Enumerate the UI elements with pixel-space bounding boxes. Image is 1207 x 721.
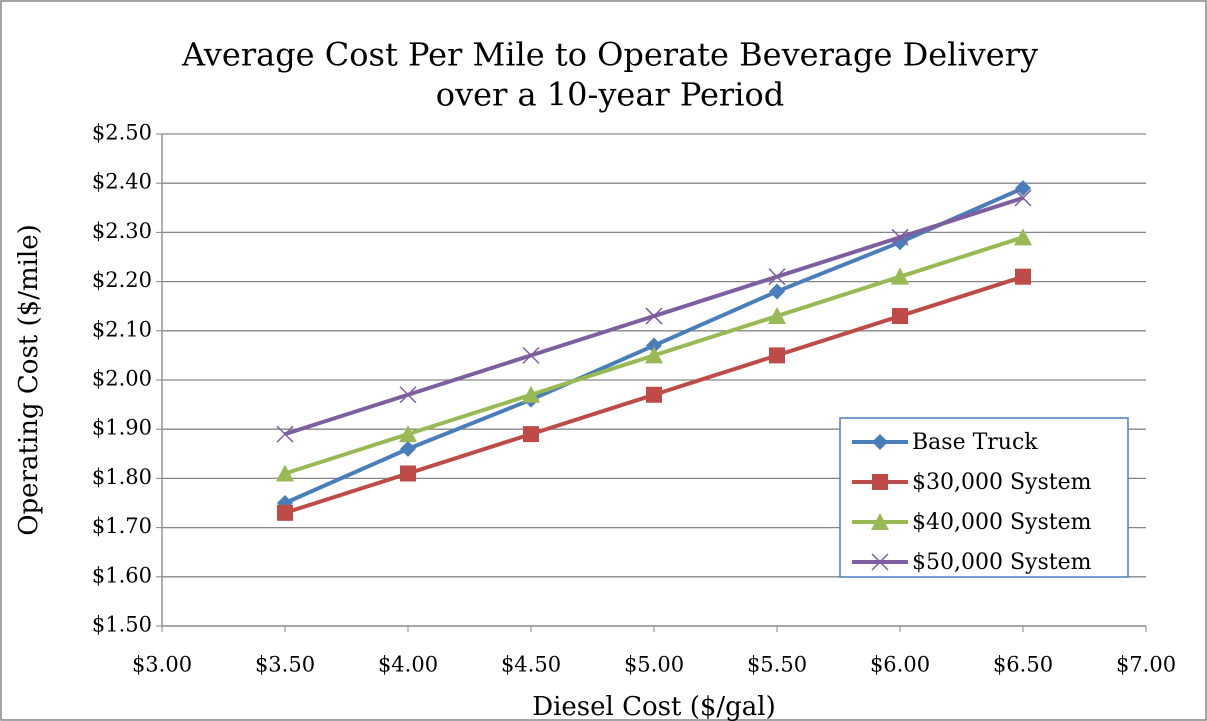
marker <box>645 346 663 364</box>
x-tick-label: $3.00 <box>132 653 192 677</box>
y-axis-label: Operating Cost ($/mile) <box>14 224 44 536</box>
marker <box>400 465 416 482</box>
marker <box>871 553 889 571</box>
marker <box>891 267 909 285</box>
y-tick-label: $1.80 <box>92 465 152 489</box>
marker <box>1015 180 1031 197</box>
legend-label: $50,000 System <box>912 550 1092 575</box>
marker <box>645 307 663 325</box>
marker <box>872 434 888 450</box>
legend-label: $30,000 System <box>912 470 1092 495</box>
y-tick-label: $2.00 <box>92 367 152 391</box>
marker <box>522 385 540 403</box>
marker <box>872 474 888 490</box>
marker <box>522 346 540 364</box>
y-tick-label: $2.40 <box>92 170 152 194</box>
y-tick-label: $2.30 <box>92 219 152 243</box>
marker <box>399 386 417 404</box>
marker <box>276 464 294 482</box>
marker <box>399 425 417 443</box>
marker <box>400 440 416 457</box>
marker <box>277 504 293 521</box>
chart-title: over a 10-year Period <box>436 76 784 114</box>
marker <box>1014 189 1032 207</box>
legend-label: $40,000 System <box>912 510 1092 535</box>
x-tick-label: $5.00 <box>624 653 684 677</box>
y-tick-label: $1.70 <box>92 514 152 538</box>
marker <box>769 347 785 364</box>
marker <box>768 268 786 286</box>
marker <box>646 337 662 354</box>
marker <box>276 425 294 443</box>
legend-box <box>839 417 1129 578</box>
x-tick-label: $6.00 <box>870 653 930 677</box>
x-tick-label: $3.50 <box>255 653 315 677</box>
x-tick-label: $7.00 <box>1116 653 1176 677</box>
marker <box>769 283 785 300</box>
y-tick-label: $1.90 <box>92 416 152 440</box>
marker <box>871 513 889 530</box>
x-tick-label: $5.50 <box>747 653 807 677</box>
x-tick-label: $4.00 <box>378 653 438 677</box>
y-tick-label: $1.50 <box>92 613 152 637</box>
chart-title: Average Cost Per Mile to Operate Beverag… <box>181 36 1038 74</box>
marker <box>523 426 539 443</box>
marker <box>1014 228 1032 246</box>
y-tick-label: $2.50 <box>92 121 152 145</box>
marker <box>891 228 909 246</box>
marker <box>768 307 786 325</box>
marker <box>892 308 908 325</box>
marker <box>646 386 662 403</box>
y-tick-label: $2.20 <box>92 268 152 292</box>
y-tick-label: $1.60 <box>92 563 152 587</box>
marker <box>1015 268 1031 285</box>
legend-label: Base Truck <box>912 430 1038 455</box>
x-tick-label: $6.50 <box>993 653 1053 677</box>
y-tick-label: $2.10 <box>92 317 152 341</box>
x-axis-label: Diesel Cost ($/gal) <box>532 692 776 721</box>
x-tick-label: $4.50 <box>501 653 561 677</box>
